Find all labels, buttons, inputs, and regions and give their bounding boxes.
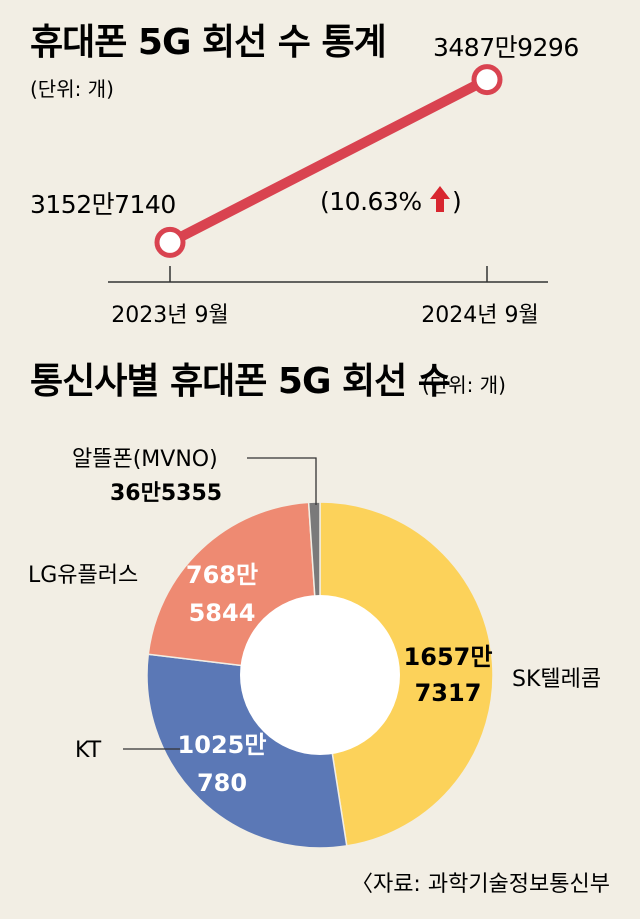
slice-label-kt-bottom: 780 [197, 769, 247, 797]
line-chart-unit: (단위: 개) [30, 77, 114, 101]
data-label-2024: 3487만9296 [433, 33, 579, 62]
legend-mvno-name: 알뜰폰(MVNO) [72, 447, 218, 472]
legend-kt-name: KT [75, 738, 102, 763]
data-point-2024 [471, 64, 503, 96]
slice-label-kt-top: 1025만 [178, 731, 267, 759]
leader-line-mvno [247, 457, 317, 505]
growth-annotation-close: ) [452, 187, 461, 216]
up-arrow-icon [430, 186, 450, 212]
donut-chart-unit: (단위: 개) [422, 373, 506, 397]
slice-label-sk-bottom: 7317 [415, 679, 482, 707]
legend-lg-name: LG유플러스 [28, 563, 138, 588]
donut-slices [146, 501, 494, 849]
source-note: 〈자료: 과학기술정보통신부 [351, 872, 610, 897]
series-line [165, 74, 492, 248]
data-label-2023: 3152만7140 [30, 190, 176, 219]
line-chart-title: 휴대폰 5G 회선 수 통계 [30, 22, 386, 63]
slice-label-lg-bottom: 5844 [189, 599, 256, 627]
x-tick-label-1: 2024년 9월 [421, 303, 538, 328]
data-point-2023 [154, 226, 186, 258]
x-tick-label-0: 2023년 9월 [111, 303, 228, 328]
growth-annotation: (10.63% [320, 187, 422, 216]
donut-hole [240, 595, 400, 755]
legend-mvno-value: 36만5355 [110, 481, 222, 506]
slice-label-sk-top: 1657만 [404, 643, 493, 671]
slice-sk [319, 501, 494, 847]
slice-label-lg-top: 768만 [186, 561, 258, 589]
donut-chart-title: 통신사별 휴대폰 5G 회선 수 [30, 361, 450, 402]
legend-sk-name: SK텔레콤 [512, 667, 601, 692]
